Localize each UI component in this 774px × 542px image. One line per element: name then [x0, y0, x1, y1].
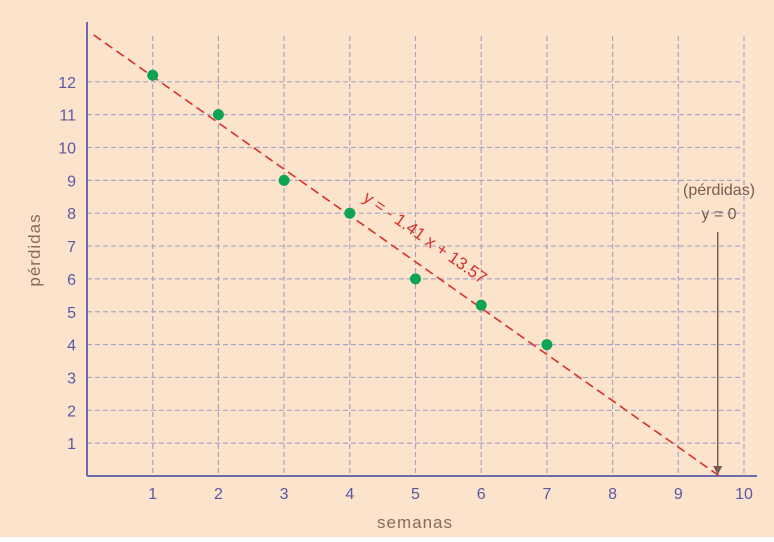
y-tick-label: 5	[67, 305, 76, 322]
x-tick-label: 3	[280, 486, 289, 503]
y-tick-label: 11	[59, 108, 76, 125]
axes	[86, 22, 757, 477]
x-tick-label: 6	[477, 486, 486, 503]
x-tick-label: 9	[674, 486, 683, 503]
zero-loss-annotation: (pérdidas) y = 0	[683, 182, 755, 475]
x-tick-label: 5	[411, 486, 420, 503]
y-tick-label: 9	[67, 173, 76, 190]
x-tick-label: 2	[214, 486, 223, 503]
fit-line-group	[93, 34, 720, 477]
data-point	[541, 339, 553, 351]
y-tick-label: 7	[67, 239, 76, 256]
data-point	[278, 174, 290, 186]
x-tick-labels: 1 2 3 4 5 6 7 8 9 10	[148, 486, 753, 503]
annotation-arrow-head	[713, 466, 723, 475]
y-axis-label: pérdidas	[25, 213, 44, 286]
y-tick-label: 1	[67, 436, 76, 453]
data-point	[212, 109, 224, 121]
data-point	[410, 273, 421, 285]
x-tick-label: 7	[542, 486, 551, 503]
y-tick-label: 6	[67, 272, 76, 289]
x-tick-label: 1	[148, 486, 157, 503]
x-tick-label: 10	[735, 486, 753, 503]
fit-line	[93, 34, 720, 477]
data-point	[475, 299, 487, 311]
y-tick-label: 8	[67, 206, 76, 223]
y-tick-label: 10	[58, 141, 76, 158]
x-axis-label: semanas	[377, 513, 453, 532]
y-tick-label: 3	[67, 370, 76, 387]
x-tick-label: 4	[345, 486, 354, 503]
y-tick-label: 4	[67, 338, 76, 355]
data-points	[147, 69, 553, 351]
annotation-line-1: (pérdidas)	[683, 182, 755, 199]
annotation-line-2: y = 0	[701, 206, 736, 223]
data-point	[147, 69, 159, 81]
y-tick-label: 12	[58, 75, 76, 92]
x-tick-label: 8	[608, 486, 617, 503]
data-point	[344, 207, 356, 219]
y-tick-label: 2	[67, 403, 76, 420]
